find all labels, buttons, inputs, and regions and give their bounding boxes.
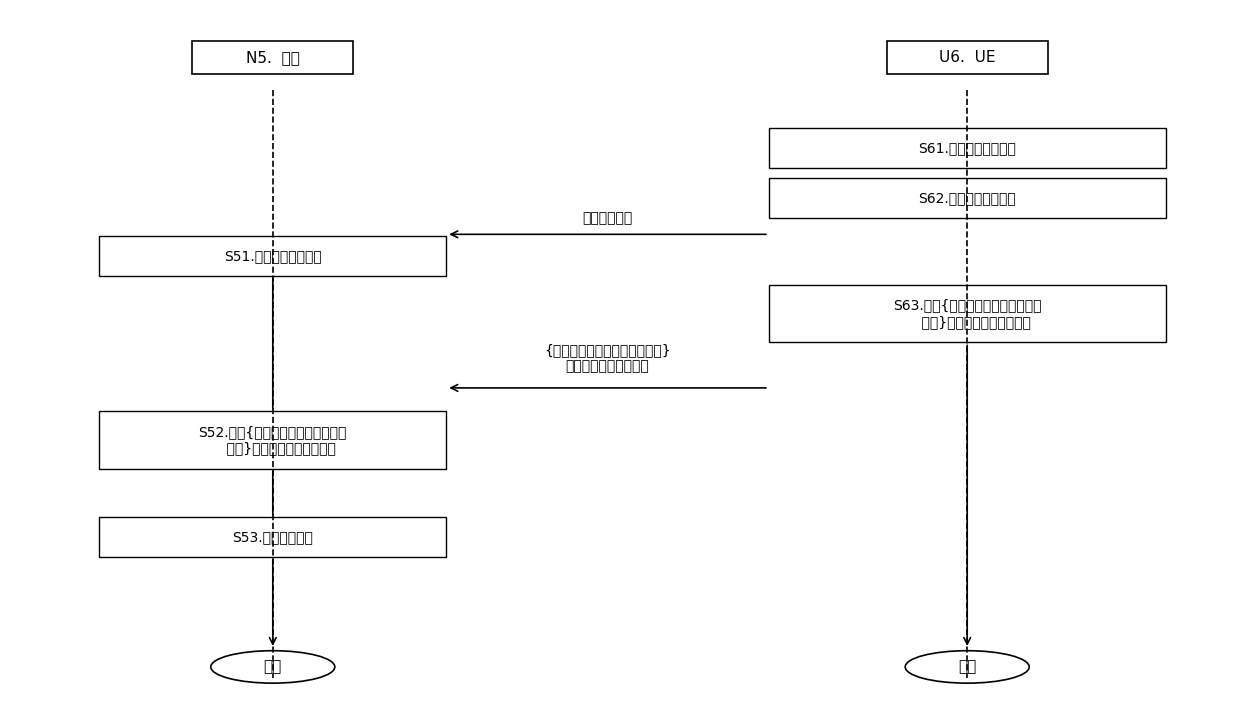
- Text: N5.  基站: N5. 基站: [246, 50, 300, 65]
- FancyBboxPatch shape: [192, 41, 353, 74]
- Text: S61.确定申请上行资源: S61.确定申请上行资源: [919, 141, 1016, 155]
- FancyBboxPatch shape: [99, 236, 446, 275]
- Text: S62.发送解调参考信号: S62.发送解调参考信号: [919, 191, 1016, 205]
- Ellipse shape: [211, 650, 335, 684]
- Ellipse shape: [905, 650, 1029, 684]
- Text: S51.接收解调参考信号: S51.接收解调参考信号: [224, 249, 321, 263]
- Text: {第三特征序列，第四特征序列}
中的至少第四特征序列: {第三特征序列，第四特征序列} 中的至少第四特征序列: [544, 343, 671, 373]
- FancyBboxPatch shape: [769, 285, 1166, 342]
- FancyBboxPatch shape: [99, 518, 446, 557]
- FancyBboxPatch shape: [769, 128, 1166, 167]
- Text: 结束: 结束: [959, 660, 976, 674]
- FancyBboxPatch shape: [887, 41, 1048, 74]
- Text: 解调参考信号: 解调参考信号: [583, 211, 632, 225]
- Text: S52.接收{第三特征序列，第四特征
    序列}中的至少第四特征序列: S52.接收{第三特征序列，第四特征 序列}中的至少第四特征序列: [198, 425, 347, 455]
- Text: S53.搜索调度请求: S53.搜索调度请求: [232, 530, 314, 544]
- Text: 结束: 结束: [264, 660, 281, 674]
- FancyBboxPatch shape: [769, 178, 1166, 218]
- Text: U6.  UE: U6. UE: [939, 50, 996, 65]
- Text: S63.发送{第三特征序列，第四特征
    序列}中的至少第四特征序列: S63.发送{第三特征序列，第四特征 序列}中的至少第四特征序列: [893, 298, 1042, 329]
- FancyBboxPatch shape: [99, 411, 446, 469]
